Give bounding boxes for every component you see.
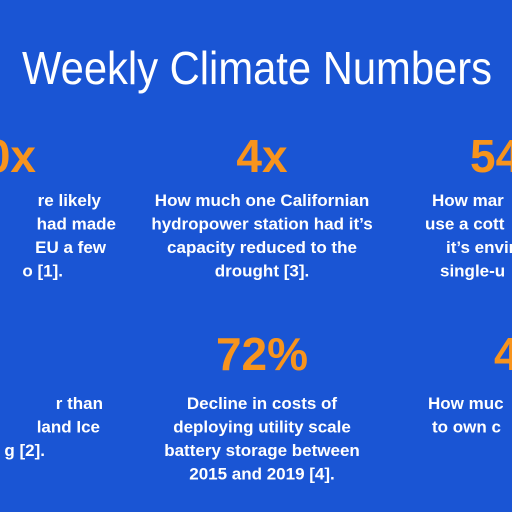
stat-description: use a cott: [425, 215, 505, 234]
stat-description: capacity reduced to the: [167, 238, 357, 257]
stat-description: g [2].: [4, 441, 45, 460]
stat-description: EU a few: [35, 238, 107, 257]
stat-description: o [1].: [22, 262, 63, 281]
stat-description: r than: [56, 394, 103, 413]
stat-number: 4x: [236, 130, 288, 182]
stat-description: How mar: [432, 191, 504, 210]
stat-description: hydropower station had it’s: [151, 215, 372, 234]
stat-number: 72%: [216, 328, 308, 380]
stat-number: 0x: [0, 130, 36, 182]
stat-description: deploying utility scale: [173, 418, 351, 437]
stat-description: 2015 and 2019 [4].: [189, 465, 335, 484]
stat-number: 4: [494, 328, 512, 380]
title: Weekly Climate Numbers: [22, 42, 492, 94]
stat-description: How much one Californian: [155, 191, 369, 210]
stat-description: drought [3].: [215, 262, 309, 281]
stat-description: How muc: [428, 394, 504, 413]
stat-description: had made: [37, 215, 116, 234]
stat-description: single-u: [440, 262, 505, 281]
stat-description: battery storage between: [164, 441, 360, 460]
stat-description: land Ice: [37, 418, 100, 437]
stat-description: re likely: [38, 191, 102, 210]
stat-number: 54: [470, 130, 512, 182]
stat-description: to own c: [432, 418, 501, 437]
stat-description: Decline in costs of: [187, 394, 338, 413]
stat-description: it’s envir: [446, 238, 512, 257]
